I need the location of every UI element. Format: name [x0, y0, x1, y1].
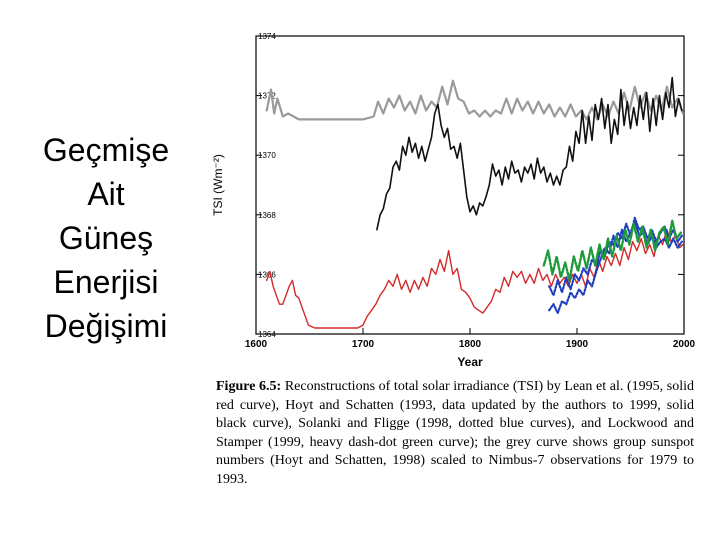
- y-tick-label: 1372: [258, 92, 276, 101]
- series-line-2: [266, 229, 684, 329]
- slide-title-line: Güneş: [58, 220, 154, 256]
- x-tick-label: 2000: [673, 339, 696, 350]
- series-line-5: [542, 219, 682, 282]
- series-line-3: [548, 219, 683, 315]
- x-axis-label: Year: [457, 355, 483, 369]
- slide-title: Geçmişe Ait Güneş Enerjisi Değişimi: [0, 128, 212, 348]
- slide-title-line: Enerjisi: [53, 264, 159, 300]
- x-tick-label: 1900: [566, 339, 589, 350]
- caption-label: Figure 6.5:: [216, 379, 282, 394]
- axis-ticks: 1364 1366 1368 1370 1372 1374 1600 1700 1800 1900…: [245, 32, 696, 350]
- slide-title-line: Ait: [87, 176, 125, 212]
- y-tick-label: 1366: [258, 270, 276, 279]
- series-line-1: [376, 76, 683, 231]
- series-layer: [265, 76, 684, 329]
- figure-caption: Figure 6.5: Reconstructions of total sol…: [216, 378, 694, 490]
- x-tick-label: 1600: [245, 339, 268, 350]
- x-tick-label: 1800: [459, 339, 482, 350]
- tsi-chart: 1364 1366 1368 1370 1372 1374 1600 1700 1800 1900…: [211, 32, 696, 369]
- slide-title-line: Değişimi: [44, 308, 168, 344]
- y-tick-label: 1368: [258, 211, 276, 220]
- y-axis-label: TSI (Wm⁻²): [211, 154, 225, 216]
- y-tick-label: 1374: [258, 32, 276, 41]
- y-tick-label: 1370: [258, 151, 276, 160]
- slide-title-line: Geçmişe: [42, 132, 170, 168]
- y-tick-label: 1364: [258, 330, 276, 339]
- caption-text: Reconstructions of total solar irradianc…: [216, 379, 694, 487]
- plot-frame: [255, 35, 685, 335]
- x-tick-label: 1700: [352, 339, 375, 350]
